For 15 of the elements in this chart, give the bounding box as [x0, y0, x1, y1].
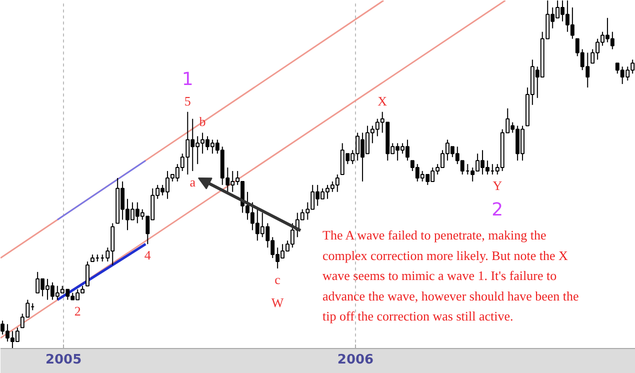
annotation: 2 — [74, 303, 81, 318]
annotation: a — [190, 174, 196, 190]
annotation: 2 — [492, 200, 504, 220]
annotation: b — [199, 114, 206, 130]
annotation: 1 — [182, 68, 194, 90]
candlestick — [86, 261, 90, 286]
annotation: Y — [492, 178, 503, 193]
x-tick-label: 2005 — [45, 352, 82, 368]
annotation: 4 — [144, 248, 152, 263]
annotation: c — [274, 272, 281, 287]
annotation: 5 — [184, 93, 191, 108]
annotation: X — [378, 93, 388, 108]
annotation: The A wave failed to penetrate, making the complex correction more likely. But note the X wave seems to mimic a wave 1. It's failure to advance the wave, however should have been the tip off the correction was still active. — [322, 228, 580, 324]
x-tick-label: 2006 — [337, 352, 374, 368]
annotation: W — [271, 294, 284, 310]
